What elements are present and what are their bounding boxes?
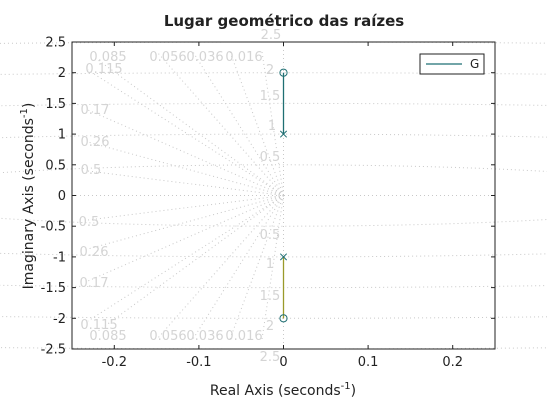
grid-damping-ray (87, 195, 284, 221)
frequency-label-top: 2 (266, 63, 274, 78)
grid-damping-ray (87, 69, 284, 196)
x-axis-label-close: ) (351, 383, 356, 399)
damping-label-top: 0.5 (81, 163, 102, 178)
x-tick-label: -0.1 (186, 355, 211, 370)
damping-label-bottom: 0.036 (186, 329, 223, 344)
damping-label-top: 0.085 (89, 50, 126, 65)
pole-marker (279, 130, 288, 138)
x-axis-label-sup: -1 (341, 381, 351, 392)
damping-label-bottom: 0.115 (80, 318, 117, 333)
grid-frequency-arc (0, 164, 547, 227)
y-tick-label: -2 (53, 312, 66, 327)
grid-damping-ray (93, 195, 284, 335)
legend[interactable]: G (419, 53, 485, 75)
damping-label-top: 0.056 (149, 50, 186, 65)
y-axis-label-sup: -1 (19, 108, 30, 118)
grid-damping-ray (156, 195, 284, 340)
legend-label-g: G (470, 57, 479, 71)
x-tick-label: 0.1 (358, 355, 379, 370)
grid-damping-ray (261, 51, 284, 196)
series-layer (279, 68, 288, 323)
zero-marker (279, 68, 288, 77)
chart-title: Lugar geométrico das raízes (164, 12, 404, 30)
frequency-label-bottom: 2.5 (260, 350, 281, 365)
damping-label-bottom: 0.056 (149, 329, 186, 344)
y-tick-label: -0.5 (41, 220, 66, 235)
ticks-layer: -0.2 -0.1 0 0.1 0.2 -2.5 -2 -1.5 -1 -0.5 0 0.5 1 1.5 2… (41, 36, 495, 370)
damping-label-bottom: 0.085 (89, 329, 126, 344)
x-axis-label-text: Real Axis (seconds (210, 383, 341, 399)
y-tick-label: 2.5 (45, 36, 66, 51)
grid-damping-ray (192, 51, 284, 196)
y-tick-label: 1.5 (45, 97, 66, 112)
frequency-label-top: 1.5 (260, 89, 281, 104)
damping-label-top: 0.115 (85, 62, 122, 77)
damping-label-bottom: 0.26 (80, 245, 109, 260)
damping-label-top: 0.036 (186, 50, 223, 65)
y-tick-label: -2.5 (41, 343, 66, 358)
grid-damping-ray (156, 51, 284, 196)
y-tick-label: 0 (58, 189, 66, 204)
grid-damping-ray (229, 51, 284, 196)
x-axis-label: Real Axis (seconds-1) (210, 381, 356, 399)
grid-damping-ray (93, 56, 284, 196)
frequency-label-bottom: 2 (266, 319, 274, 334)
grid-damping-ray (87, 195, 284, 282)
y-tick-label: 1 (58, 128, 66, 143)
grid-damping-ray (87, 109, 284, 196)
grid-damping-ray (87, 195, 284, 250)
damping-label-bottom: 0.17 (80, 276, 109, 291)
frequency-label-top: 1 (268, 119, 276, 134)
x-tick-label: 0 (279, 355, 287, 370)
frequency-label-bottom: 0.5 (260, 228, 281, 243)
y-axis-label-close: ) (21, 103, 37, 108)
frequency-label-bottom: 1.5 (260, 289, 281, 304)
y-tick-label: 0.5 (45, 158, 66, 173)
damping-label-top: 0.26 (81, 135, 110, 150)
y-tick-label: -1 (53, 250, 66, 265)
y-axis-label: Imaginary Axis (seconds-1) (19, 103, 37, 290)
frequency-label-top: 2.5 (261, 28, 282, 43)
y-tick-label: -1.5 (41, 281, 66, 296)
frequency-label-top: 0.5 (260, 150, 281, 165)
frequency-label-bottom: 1 (266, 257, 274, 272)
pole-marker (279, 253, 288, 261)
plot-area (71, 41, 496, 350)
zero-marker (279, 314, 288, 323)
grid-damping-ray (87, 170, 284, 196)
grid-damping-ray (192, 195, 284, 340)
grid-damping-ray (261, 195, 284, 340)
grid-damping-ray (87, 195, 284, 322)
x-tick-label: 0.2 (442, 355, 463, 370)
damping-label-top: 0.016 (225, 50, 262, 65)
y-tick-label: 2 (58, 66, 66, 81)
x-tick-label: -0.2 (102, 355, 127, 370)
grid-damping-ray (229, 195, 284, 340)
damping-label-top: 0.17 (81, 103, 110, 118)
y-axis-label-text: Imaginary Axis (seconds (21, 118, 37, 289)
grid-damping-ray (87, 141, 284, 196)
damping-label-bottom: 0.016 (225, 329, 262, 344)
damping-label-bottom: 0.5 (79, 215, 100, 230)
